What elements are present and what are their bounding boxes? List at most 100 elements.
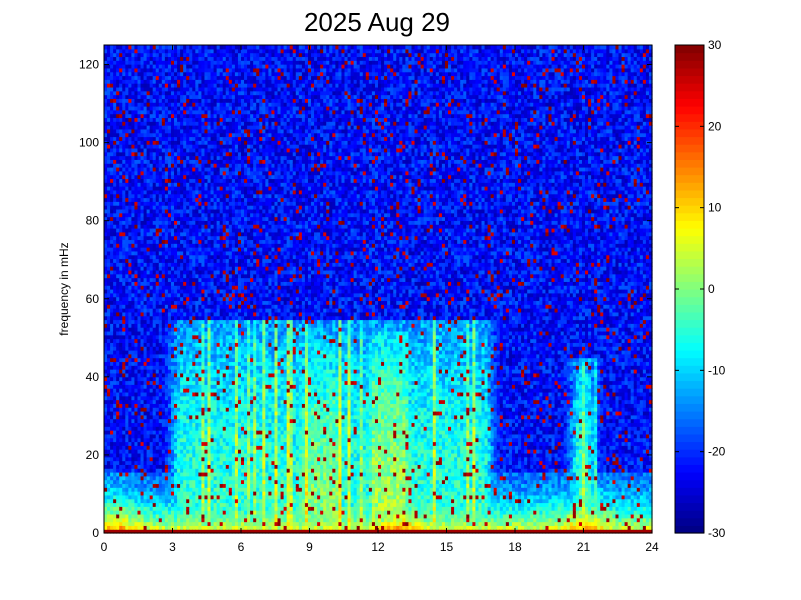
heatmap-cell [192,456,196,462]
heatmap-cell [113,411,117,416]
heatmap-cell [152,140,157,145]
heatmap-cell [113,83,117,88]
heatmap-cell [113,212,117,218]
heatmap-cell [186,132,190,138]
heatmap-cell [170,163,175,168]
heatmap-cell [170,487,175,492]
heatmap-cell [155,487,160,492]
heatmap-cell [155,468,160,473]
heatmap-cell [140,395,145,401]
heatmap-cell [149,140,154,145]
heatmap-cell [192,437,196,443]
heatmap-cell [116,494,120,500]
heatmap-cell [161,140,166,145]
heatmap-cell [140,334,145,340]
heatmap-cell [183,239,187,244]
heatmap-cell [140,243,145,248]
heatmap-cell [107,315,111,321]
heatmap-cell [107,395,111,401]
heatmap-cell [164,186,169,191]
heatmap-cell [183,186,187,191]
heatmap-cell [107,468,111,473]
heatmap-cell [107,369,111,374]
heatmap-cell [110,224,114,229]
heatmap-cell [158,498,163,504]
heatmap-cell [110,231,114,237]
heatmap-cell [146,422,151,427]
heatmap-cell [140,109,145,115]
heatmap-cell [192,365,196,370]
heatmap-cell [192,426,196,431]
heatmap-cell [119,250,123,256]
heatmap-cell [110,136,114,141]
heatmap-cell [143,411,148,416]
heatmap-cell [107,529,111,534]
heatmap-cell [180,258,184,263]
heatmap-cell [104,437,108,443]
heatmap-cell [177,372,181,378]
heatmap-cell [119,308,123,313]
heatmap-cell [180,510,184,515]
heatmap-cell [146,216,151,221]
heatmap-cell [201,510,206,515]
heatmap-cell [152,361,157,366]
heatmap-cell [201,182,206,187]
heatmap-cell [149,224,154,229]
heatmap-cell [125,510,129,515]
heatmap-cell [167,247,172,252]
heatmap-cell [146,86,151,92]
heatmap-cell [128,128,132,134]
heatmap-cell [177,452,181,458]
heatmap-cell [146,125,151,130]
heatmap-cell [125,433,129,439]
heatmap-cell [122,117,126,122]
heatmap-cell [192,247,196,252]
heatmap-cell [189,254,193,260]
heatmap-cell [140,193,145,199]
heatmap-cell [167,414,172,420]
heatmap-cell [128,52,132,58]
heatmap-cell [180,147,184,153]
heatmap-cell [183,113,187,119]
heatmap-cell [177,517,181,523]
heatmap-cell [116,491,120,496]
heatmap-cell [170,361,175,366]
heatmap-cell [189,163,193,168]
heatmap-cell [186,330,190,336]
heatmap-cell [131,384,136,389]
heatmap-cell [180,60,184,65]
heatmap-cell [146,56,151,61]
heatmap-cell [125,487,129,492]
heatmap-cell [192,155,196,160]
heatmap-cell [161,411,166,416]
heatmap-cell [201,281,206,286]
heatmap-cell [164,319,169,324]
heatmap-cell [104,147,108,153]
heatmap-cell [146,144,151,149]
heatmap-cell [180,407,184,412]
heatmap-cell [198,189,203,195]
heatmap-cell [174,56,178,61]
heatmap-cell [134,361,139,366]
heatmap-cell [122,121,126,126]
heatmap-cell [180,311,184,317]
heatmap-cell [134,327,139,332]
heatmap-cell [131,125,136,130]
heatmap-cell [186,113,190,119]
heatmap-cell [128,441,132,446]
heatmap-cell [170,372,175,378]
heatmap-cell [104,243,108,248]
heatmap-cell [134,445,139,450]
heatmap-cell [146,75,151,80]
heatmap-cell [158,235,163,241]
heatmap-cell [186,254,190,260]
heatmap-cell [158,502,163,507]
heatmap-cell [177,147,181,153]
heatmap-cell [183,346,187,351]
heatmap-cell [119,403,123,408]
heatmap-cell [134,422,139,427]
heatmap-cell [149,98,154,103]
heatmap-cell [143,75,148,80]
heatmap-cell [119,117,123,122]
heatmap-cell [131,407,136,412]
